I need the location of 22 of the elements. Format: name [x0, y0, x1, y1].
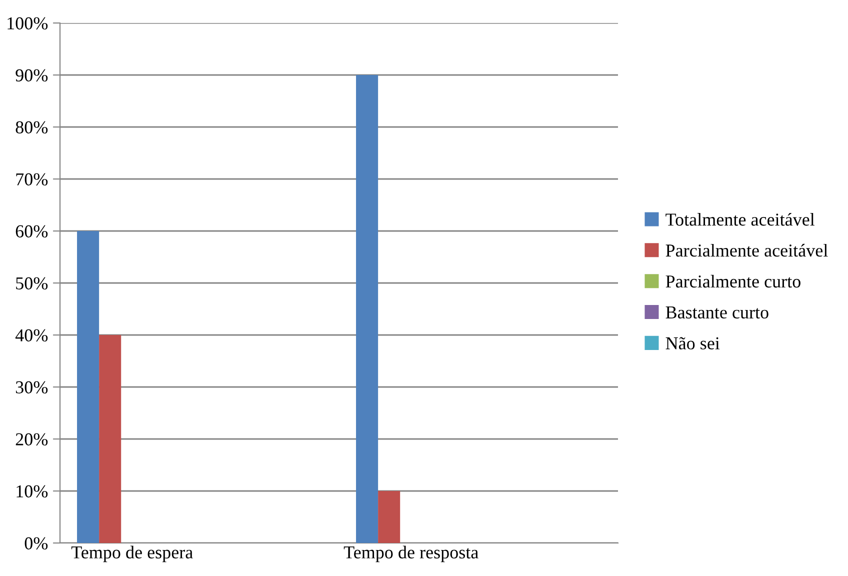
legend-label: Parcialmente aceitável	[666, 244, 828, 257]
bar	[99, 335, 122, 543]
y-tick-label: 70%	[16, 173, 48, 186]
y-tick-label: 40%	[15, 329, 48, 342]
y-tick-label: 10%	[16, 485, 48, 498]
legend-label: Parcialmente curto	[666, 274, 800, 288]
y-tick-label: 0%	[24, 537, 48, 550]
y-tick-label: 90%	[16, 69, 48, 82]
x-tick-label: Tempo de espera	[71, 546, 193, 562]
legend-label: Totalmente aceitável	[666, 212, 815, 226]
bar	[378, 491, 400, 543]
y-tick-label: 20%	[16, 433, 48, 446]
y-tick-label: 30%	[16, 381, 48, 394]
legend-label: Bastante curto	[666, 306, 768, 319]
legend-label: Não sei	[666, 337, 720, 350]
y-tick-label: 80%	[16, 121, 48, 134]
y-tick-label: 100%	[8, 17, 48, 30]
bar	[356, 75, 378, 543]
y-tick-label: 60%	[16, 225, 48, 238]
y-tick-label: 50%	[16, 277, 48, 290]
bar	[77, 231, 100, 543]
x-tick-label: Tempo de resposta	[344, 546, 478, 562]
